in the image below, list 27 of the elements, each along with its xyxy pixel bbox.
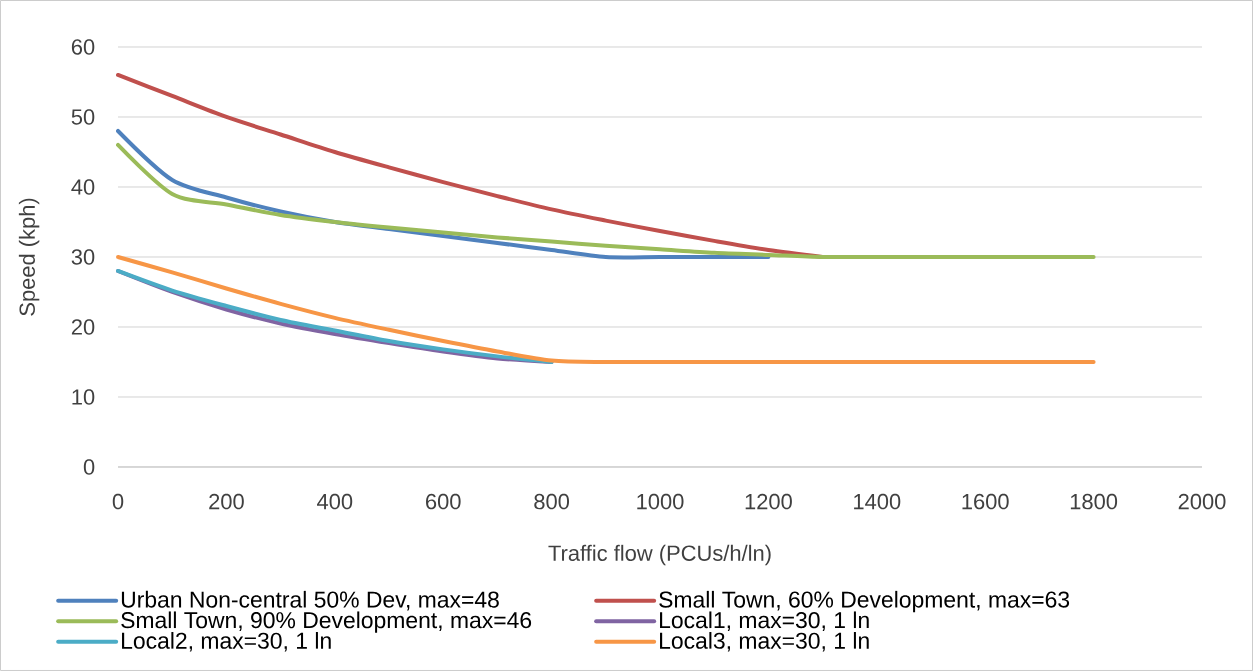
legend-label: Small Town, 90% Development, max=46 — [121, 611, 532, 633]
legend-label: Urban Non-central 50% Dev, max=48 — [121, 590, 499, 611]
y-tick-label: 60 — [71, 39, 95, 55]
legend-label: Local1, max=30, 1 ln — [660, 611, 869, 631]
x-tick-label: 600 — [426, 493, 461, 510]
x-tick-label: 400 — [317, 493, 353, 510]
y-tick-label: 50 — [71, 109, 95, 125]
y-axis-title: Speed (kph) — [18, 198, 40, 316]
y-tick-label: 0 — [83, 459, 95, 475]
y-tick-label: 10 — [72, 389, 95, 405]
x-tick-label: 1000 — [637, 493, 684, 510]
x-axis-title: Traffic flow (PCUs/h/ln) — [548, 544, 771, 566]
y-tick-label: 40 — [71, 179, 95, 195]
y-tick-label: 30 — [71, 249, 95, 265]
x-tick-label: 1200 — [745, 493, 792, 510]
x-tick-label: 2000 — [1178, 493, 1226, 510]
legend-label: Local2, max=30, 1 ln — [122, 632, 331, 652]
line-series — [116, 142, 1096, 260]
y-tick-label: 20 — [71, 319, 95, 335]
x-tick-label: 1800 — [1070, 493, 1118, 510]
x-tick-label: 800 — [534, 493, 570, 510]
line-series — [116, 254, 1096, 365]
x-tick-label: 0 — [112, 493, 124, 510]
x-tick-label: 1600 — [962, 493, 1009, 510]
x-tick-label: 200 — [209, 493, 244, 510]
x-tick-label: 1400 — [854, 493, 901, 510]
legend-label: Local3, max=30, 1 ln — [660, 632, 869, 652]
